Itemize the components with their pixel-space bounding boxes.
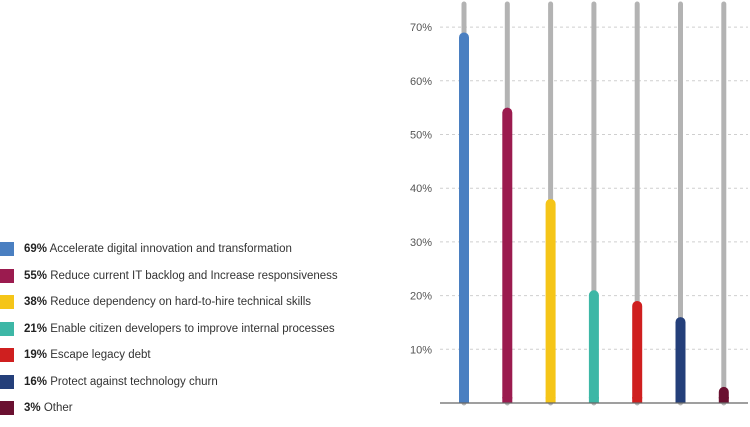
y-tick-label: 60%	[410, 76, 432, 88]
legend-value: 19%	[24, 349, 48, 361]
bar-base	[588, 397, 599, 403]
legend-category: Escape legacy debt	[47, 349, 151, 361]
legend-item: 55% Reduce current IT backlog and Increa…	[0, 267, 338, 285]
legend-category: Accelerate digital innovation and transf…	[47, 243, 292, 255]
legend-item: 69% Accelerate digital innovation and tr…	[0, 240, 292, 258]
legend-item: 21% Enable citizen developers to improve…	[0, 320, 335, 338]
legend-label: 3% Other	[24, 402, 73, 414]
legend-value: 69%	[24, 243, 48, 255]
y-tick-label: 30%	[410, 237, 432, 249]
legend-value: 21%	[24, 323, 48, 335]
bar-base	[545, 397, 556, 403]
legend-value: 16%	[24, 376, 48, 388]
bar	[502, 107, 513, 404]
bar	[545, 198, 556, 403]
legend-label: 21% Enable citizen developers to improve…	[24, 323, 335, 335]
bar-base	[459, 397, 469, 403]
legend-swatch	[0, 322, 14, 336]
legend-category: Reduce current IT backlog and Increase r…	[47, 270, 338, 282]
legend-label: 55% Reduce current IT backlog and Increa…	[24, 270, 338, 282]
bar	[632, 300, 643, 403]
legend-swatch	[0, 295, 14, 309]
legend-label: 16% Protect against technology churn	[24, 376, 218, 388]
legend-swatch	[0, 375, 14, 389]
bar-base	[502, 397, 513, 403]
bar-base	[675, 397, 686, 403]
legend-item: 16% Protect against technology churn	[0, 373, 218, 391]
legend-item: 38% Reduce dependency on hard-to-hire te…	[0, 293, 311, 311]
legend-label: 38% Reduce dependency on hard-to-hire te…	[24, 296, 311, 308]
legend-category: Protect against technology churn	[47, 376, 218, 388]
legend-item: 19% Escape legacy debt	[0, 346, 151, 364]
legend-value: 55%	[24, 270, 48, 282]
legend-swatch	[0, 348, 14, 362]
y-tick-label: 70%	[410, 22, 432, 34]
bar-base	[718, 397, 729, 403]
legend-value: 38%	[24, 296, 48, 308]
y-tick-label: 20%	[410, 291, 432, 303]
legend-category: Reduce dependency on hard-to-hire techni…	[47, 296, 312, 308]
bar	[675, 317, 686, 403]
legend-category: Enable citizen developers to improve int…	[47, 323, 335, 335]
legend-category: Other	[40, 402, 73, 414]
legend-label: 19% Escape legacy debt	[24, 349, 151, 361]
bar	[459, 32, 469, 403]
legend-swatch	[0, 269, 14, 283]
y-tick-label: 50%	[410, 130, 432, 142]
y-tick-label: 10%	[410, 344, 432, 356]
bar	[588, 290, 599, 403]
legend-label: 69% Accelerate digital innovation and tr…	[24, 243, 292, 255]
legend-item: 3% Other	[0, 399, 73, 417]
legend-swatch	[0, 242, 14, 256]
y-tick-label: 40%	[410, 183, 432, 195]
legend-value: 3%	[24, 402, 41, 414]
legend-swatch	[0, 401, 14, 415]
bar-base	[632, 397, 643, 403]
